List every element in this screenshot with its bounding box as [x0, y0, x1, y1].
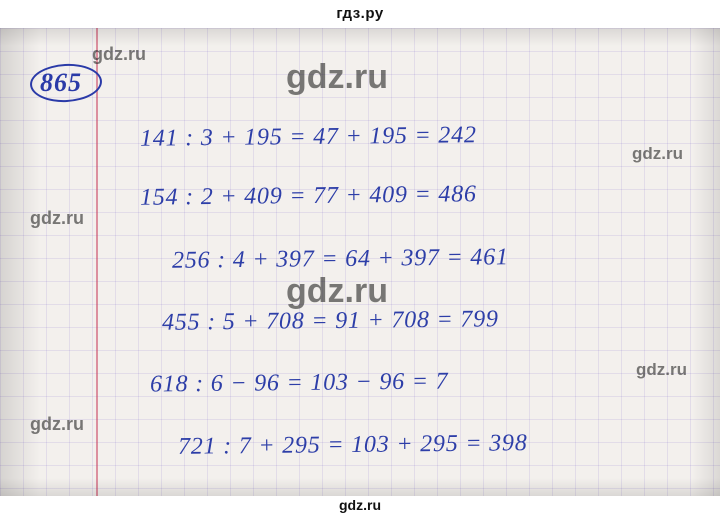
paper-shadow-left — [0, 28, 40, 496]
watermark: gdz.ru — [30, 208, 84, 229]
paper-shadow-right — [692, 28, 720, 496]
equation-line: 154 : 2 + 409 = 77 + 409 = 486 — [140, 181, 477, 212]
equation-line: 455 : 5 + 708 = 91 + 708 = 799 — [162, 306, 499, 337]
watermark: gdz.ru — [636, 360, 687, 380]
notebook-paper: 865 141 : 3 + 195 = 47 + 195 = 242 154 : … — [0, 28, 720, 496]
watermark: gdz.ru — [30, 414, 84, 435]
equation-line: 141 : 3 + 195 = 47 + 195 = 242 — [140, 122, 477, 153]
paper-shadow-top — [0, 28, 720, 46]
header-text: гдз.ру — [336, 5, 383, 22]
equation-line: 256 : 4 + 397 = 64 + 397 = 461 — [172, 244, 509, 275]
problem-number-badge: 865 — [40, 68, 82, 98]
margin-line — [96, 28, 98, 496]
equation-line: 618 : 6 − 96 = 103 − 96 = 7 — [150, 368, 449, 398]
problem-number: 865 — [40, 68, 82, 97]
paper-shadow-bottom — [0, 478, 720, 496]
site-footer: gdz.ru — [0, 496, 720, 514]
equation-line: 721 : 7 + 295 = 103 + 295 = 398 — [178, 430, 528, 461]
site-header: гдз.ру — [0, 0, 720, 28]
watermark: gdz.ru — [286, 272, 388, 311]
footer-text: gdz.ru — [339, 497, 381, 513]
watermark: gdz.ru — [632, 144, 683, 164]
watermark: gdz.ru — [286, 58, 388, 97]
watermark: gdz.ru — [92, 44, 146, 65]
